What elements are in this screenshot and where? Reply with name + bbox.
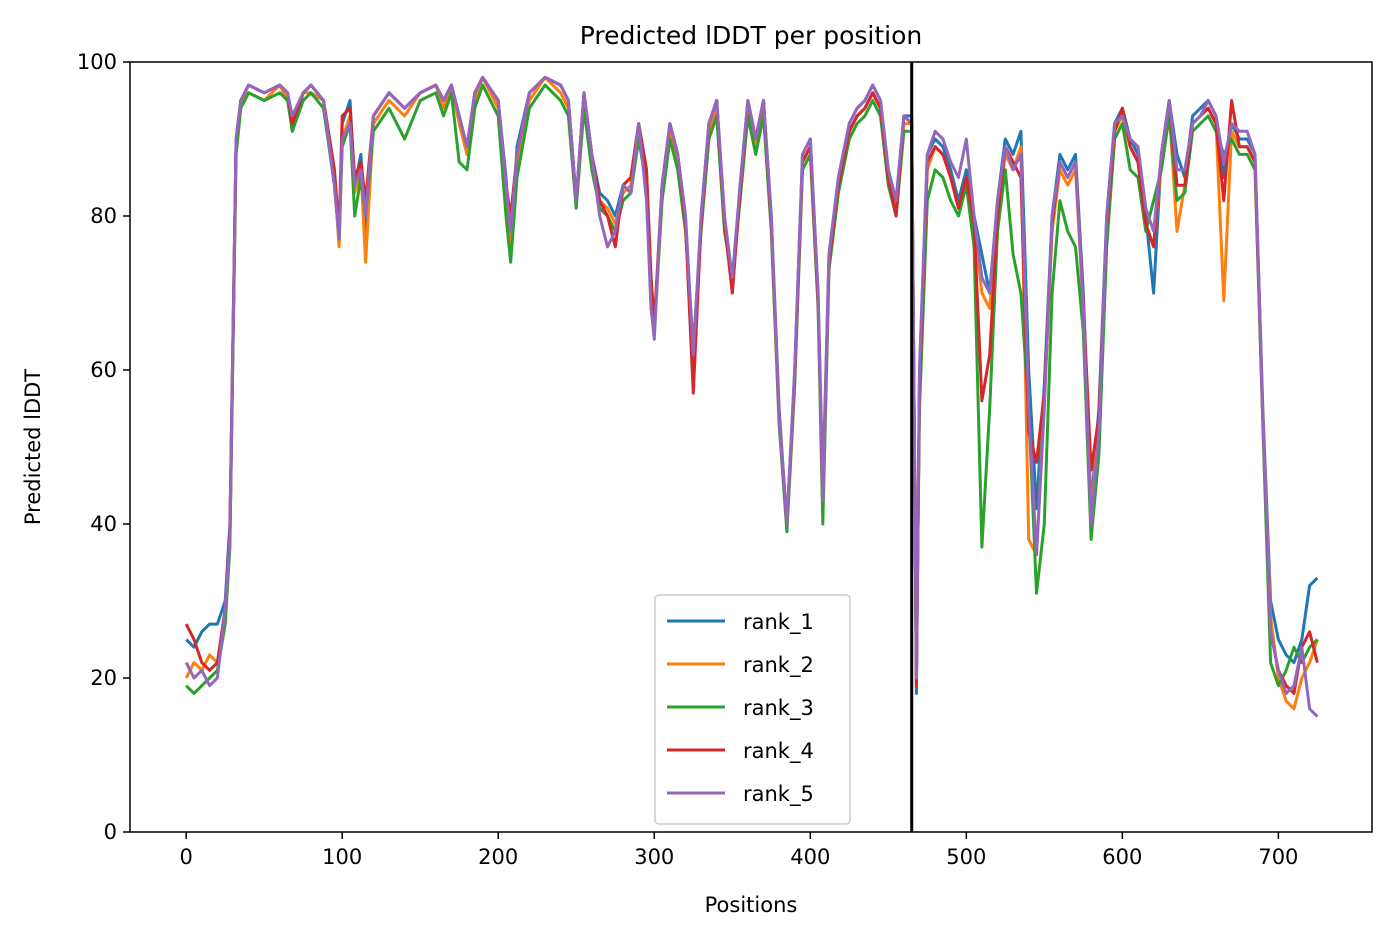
y-tick-label: 60 [90, 358, 117, 382]
y-tick-label: 0 [104, 820, 117, 844]
x-axis-title: Positions [705, 893, 798, 917]
y-tick-label: 100 [77, 50, 117, 74]
series-layer [184, 75, 1319, 718]
x-axis: 0 100 200 300 400 500 600 700 [179, 832, 1298, 869]
x-tick-label: 600 [1102, 845, 1142, 869]
x-tick-label: 0 [179, 845, 192, 869]
legend-label-rank-4: rank_4 [743, 739, 814, 764]
legend: rank_1 rank_2 rank_3 rank_4 rank_5 [654, 594, 851, 825]
plot-frame [129, 61, 1373, 833]
legend-label-rank-5: rank_5 [743, 782, 814, 807]
y-axis: 0 20 40 60 80 100 [77, 50, 130, 844]
x-tick-label: 200 [478, 845, 518, 869]
legend-label-rank-2: rank_2 [743, 653, 814, 678]
y-tick-label: 20 [90, 666, 117, 690]
y-tick-label: 40 [90, 512, 117, 536]
x-tick-label: 100 [322, 845, 362, 869]
legend-box [654, 594, 851, 825]
legend-label-rank-3: rank_3 [743, 696, 814, 721]
x-tick-label: 700 [1258, 845, 1298, 869]
x-tick-label: 500 [946, 845, 986, 869]
chart-title: Predicted lDDT per position [580, 21, 922, 50]
x-tick-label: 300 [634, 845, 674, 869]
y-tick-label: 80 [90, 204, 117, 228]
legend-label-rank-1: rank_1 [743, 610, 814, 635]
y-axis-title: Predicted lDDT [21, 369, 45, 525]
x-tick-label: 400 [790, 845, 830, 869]
series-line-rank-5 [184, 75, 1319, 718]
